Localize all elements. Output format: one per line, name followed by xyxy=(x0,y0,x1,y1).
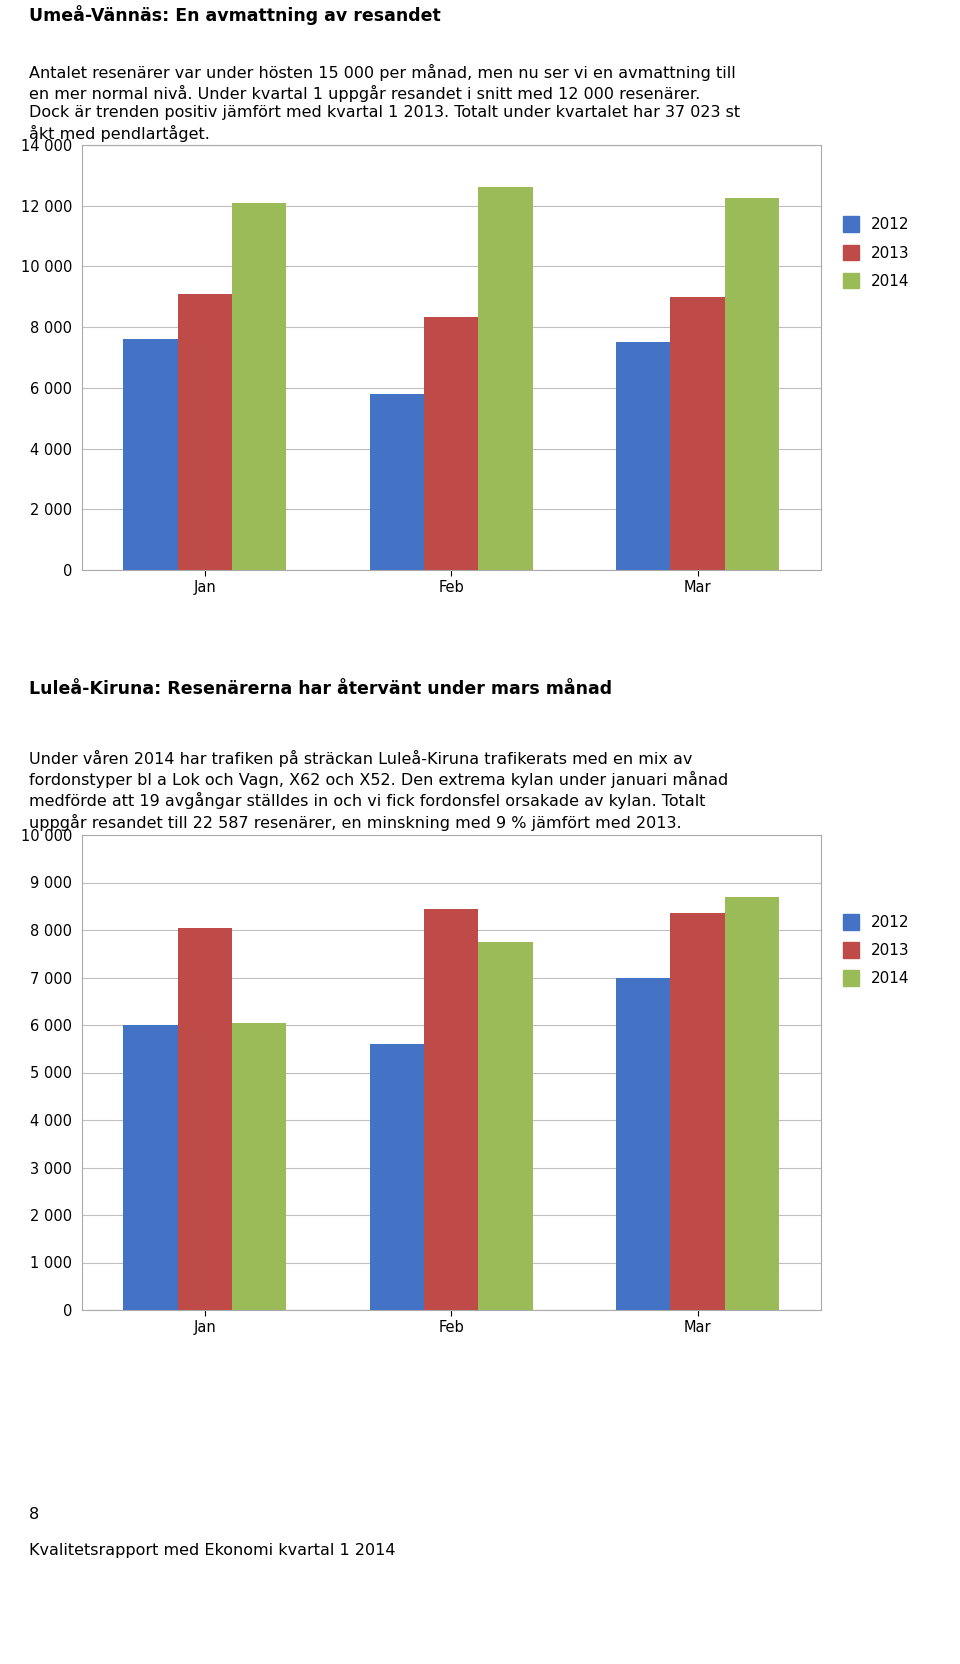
Text: Antalet resenärer var under hösten 15 000 per månad, men nu ser vi en avmattning: Antalet resenärer var under hösten 15 00… xyxy=(29,63,740,141)
Bar xyxy=(670,296,725,571)
Text: Kvalitetsrapport med Ekonomi kvartal 1 2014: Kvalitetsrapport med Ekonomi kvartal 1 2… xyxy=(29,1543,396,1558)
Text: Umeå-Vännäs: En avmattning av resandet: Umeå-Vännäs: En avmattning av resandet xyxy=(29,5,441,25)
Bar xyxy=(370,394,424,571)
Text: Luleå-Kiruna: Resenärerna har återvänt under mars månad: Luleå-Kiruna: Resenärerna har återvänt u… xyxy=(29,681,612,697)
Bar xyxy=(478,942,533,1310)
Bar xyxy=(232,203,286,571)
Bar xyxy=(178,927,232,1310)
Legend: 2012, 2013, 2014: 2012, 2013, 2014 xyxy=(843,914,909,987)
Bar xyxy=(616,977,670,1310)
Bar xyxy=(616,343,670,571)
Bar xyxy=(424,316,478,571)
Bar xyxy=(124,339,178,571)
Bar xyxy=(725,198,779,571)
Text: 8: 8 xyxy=(29,1506,39,1521)
Text: Under våren 2014 har trafiken på sträckan Luleå-Kiruna trafikerats med en mix av: Under våren 2014 har trafiken på sträcka… xyxy=(29,750,728,830)
Bar xyxy=(232,1023,286,1310)
Bar xyxy=(424,909,478,1310)
Bar xyxy=(478,188,533,571)
Bar xyxy=(124,1025,178,1310)
Bar xyxy=(670,914,725,1310)
Bar xyxy=(725,897,779,1310)
Bar xyxy=(370,1043,424,1310)
Bar xyxy=(178,295,232,571)
Legend: 2012, 2013, 2014: 2012, 2013, 2014 xyxy=(843,216,909,290)
